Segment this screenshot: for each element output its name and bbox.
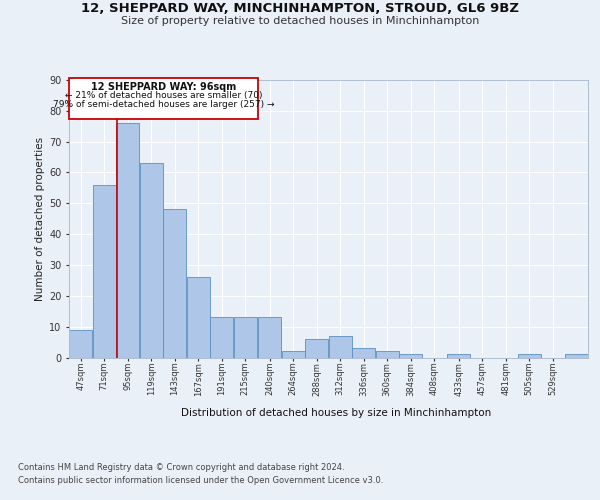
Text: 12, SHEPPARD WAY, MINCHINHAMPTON, STROUD, GL6 9BZ: 12, SHEPPARD WAY, MINCHINHAMPTON, STROUD… (81, 2, 519, 16)
Text: Contains HM Land Registry data © Crown copyright and database right 2024.: Contains HM Land Registry data © Crown c… (18, 462, 344, 471)
Bar (211, 318, 233, 358)
Bar (518, 354, 541, 358)
Bar (305, 339, 328, 357)
Text: 79% of semi-detached houses are larger (257) →: 79% of semi-detached houses are larger (… (53, 100, 275, 109)
Text: Size of property relative to detached houses in Minchinhampton: Size of property relative to detached ho… (121, 16, 479, 26)
Bar (140, 163, 163, 358)
Bar (93, 185, 116, 358)
Bar (329, 336, 352, 357)
Bar (70, 330, 92, 357)
Text: ← 21% of detached houses are smaller (70): ← 21% of detached houses are smaller (70… (65, 91, 263, 100)
Bar (400, 354, 422, 358)
Bar (282, 352, 305, 358)
Y-axis label: Number of detached properties: Number of detached properties (35, 136, 45, 301)
Bar (116, 123, 139, 358)
Bar (234, 318, 257, 358)
Bar (352, 348, 375, 358)
Bar (163, 210, 186, 358)
Text: Contains public sector information licensed under the Open Government Licence v3: Contains public sector information licen… (18, 476, 383, 485)
Bar (448, 354, 470, 358)
Text: Distribution of detached houses by size in Minchinhampton: Distribution of detached houses by size … (181, 408, 491, 418)
Bar (259, 318, 281, 358)
Text: 12 SHEPPARD WAY: 96sqm: 12 SHEPPARD WAY: 96sqm (91, 82, 236, 92)
Bar (187, 278, 209, 357)
Bar (565, 354, 587, 358)
FancyBboxPatch shape (70, 78, 259, 118)
Bar (376, 352, 398, 358)
